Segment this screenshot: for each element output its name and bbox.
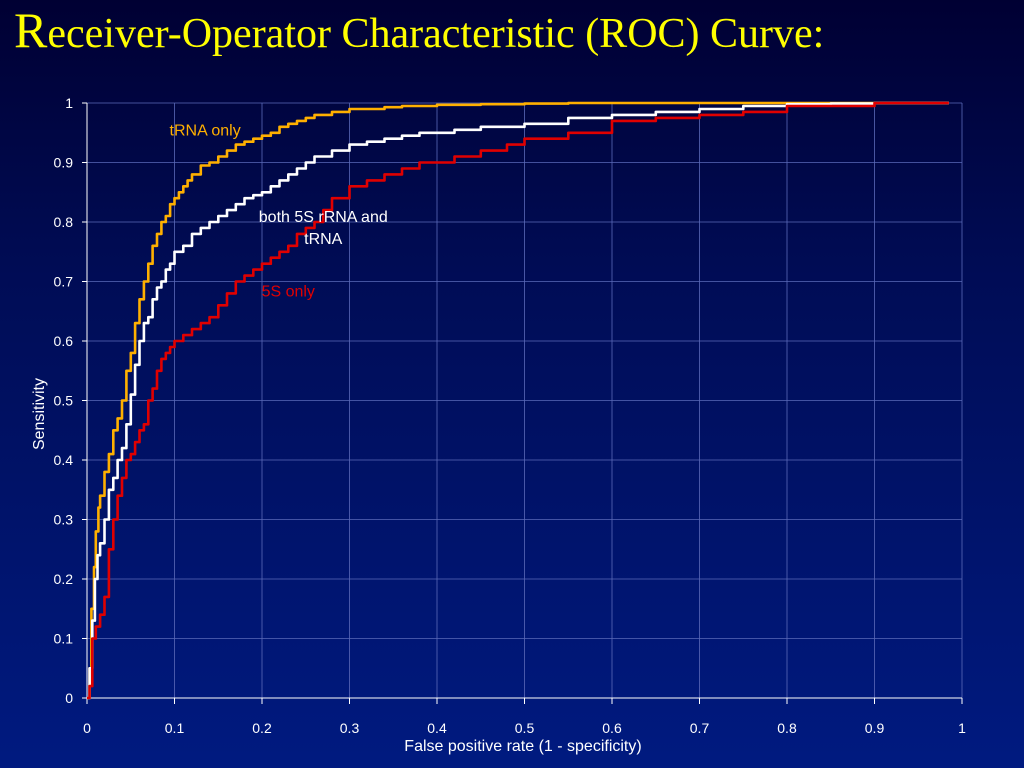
y-axis-label: Sensitivity bbox=[31, 378, 48, 450]
x-tick-label: 0.6 bbox=[602, 720, 622, 736]
x-tick-label: 0.8 bbox=[777, 720, 797, 736]
page-title-rest: eceiver-Operator Characteristic (ROC) Cu… bbox=[47, 11, 825, 57]
series-annotation: tRNA only bbox=[170, 123, 241, 140]
series-annotation: both 5S rRNA and tRNA bbox=[259, 209, 388, 248]
x-tick-label: 0.1 bbox=[165, 720, 185, 736]
chart-grid bbox=[86, 102, 963, 699]
chart-annotations: tRNA only both 5S rRNA and tRNA 5S only bbox=[170, 123, 388, 301]
series-line-both-5s-rrna-and-trna bbox=[87, 101, 949, 700]
chart-series bbox=[87, 101, 949, 700]
x-tick-label: 1 bbox=[958, 720, 966, 736]
x-tick-label: 0.7 bbox=[690, 720, 710, 736]
y-tick-label: 0.7 bbox=[54, 274, 74, 290]
x-tick-label: 0.3 bbox=[340, 720, 360, 736]
y-tick-label: 0.8 bbox=[54, 214, 74, 230]
page-title-initial: R bbox=[14, 2, 48, 58]
series-annotation: 5S only bbox=[262, 283, 315, 300]
y-tick-label: 1 bbox=[65, 95, 73, 111]
x-tick-label: 0.4 bbox=[427, 720, 447, 736]
x-tick-label: 0.9 bbox=[865, 720, 885, 736]
series-line-trna-only bbox=[87, 101, 949, 700]
y-tick-label: 0 bbox=[65, 690, 73, 706]
chart-axes: 0 0.1 0.2 0.3 0.4 0.5 0.6 0.7 0.8 0.9 1 0 0.1 0.2 0.3 0… bbox=[54, 95, 967, 736]
x-tick-label: 0.2 bbox=[252, 720, 272, 736]
series-line-5s-only bbox=[87, 101, 949, 700]
y-tick-label: 0.6 bbox=[54, 333, 74, 349]
x-axis-label: False positive rate (1 - specificity) bbox=[404, 738, 641, 755]
y-tick-label: 0.9 bbox=[54, 155, 74, 171]
y-tick-label: 0.5 bbox=[54, 393, 74, 409]
y-tick-label: 0.2 bbox=[54, 571, 74, 587]
y-tick-label: 0.3 bbox=[54, 512, 74, 528]
y-tick-label: 0.4 bbox=[54, 452, 74, 468]
x-tick-label: 0 bbox=[83, 720, 91, 736]
y-tick-label: 0.1 bbox=[54, 631, 74, 647]
page-title: Receiver-Operator Characteristic (ROC) C… bbox=[14, 4, 1014, 60]
x-tick-label: 0.5 bbox=[515, 720, 535, 736]
